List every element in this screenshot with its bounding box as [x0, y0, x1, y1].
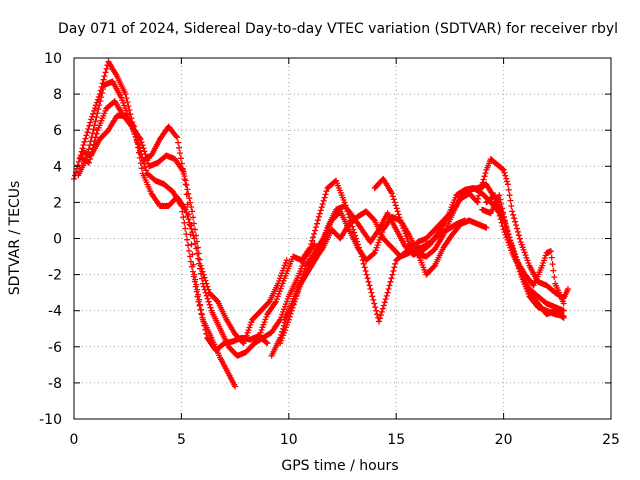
series-13-markers — [483, 192, 567, 320]
series-4-markers — [79, 112, 318, 359]
y-tick-label: -8 — [48, 376, 62, 392]
data-points — [71, 58, 571, 390]
axis-ticks — [73, 57, 612, 420]
y-tick-label: 0 — [53, 232, 62, 248]
x-tick-label: 20 — [495, 432, 513, 448]
y-axis-label: SDTVAR / TECUs — [7, 181, 23, 296]
x-axis-label: GPS time / hours — [281, 458, 398, 474]
series-4 — [79, 112, 318, 359]
x-tick-label: 0 — [70, 432, 79, 448]
x-tick-label: 5 — [177, 432, 186, 448]
y-tick-label: 10 — [44, 51, 62, 67]
x-tick-label: 25 — [602, 432, 620, 448]
y-tick-label: -6 — [48, 340, 62, 356]
y-tick-label: 6 — [53, 123, 62, 139]
y-tick-labels: -10 -8 -6 -4 -2 0 2 4 6 8 10 — [39, 51, 62, 428]
x-tick-label: 10 — [280, 432, 298, 448]
y-tick-label: 4 — [53, 159, 62, 175]
chart-title: Day 071 of 2024, Sidereal Day-to-day VTE… — [58, 21, 618, 37]
y-tick-label: -4 — [48, 304, 62, 320]
x-tick-label: 15 — [387, 432, 405, 448]
x-tick-labels: 0 5 10 15 20 25 — [70, 432, 620, 448]
series-13 — [483, 192, 567, 320]
y-tick-label: 2 — [53, 195, 62, 211]
y-tick-label: 8 — [53, 87, 62, 103]
y-tick-label: -2 — [48, 268, 62, 284]
y-tick-label: -10 — [39, 412, 62, 428]
